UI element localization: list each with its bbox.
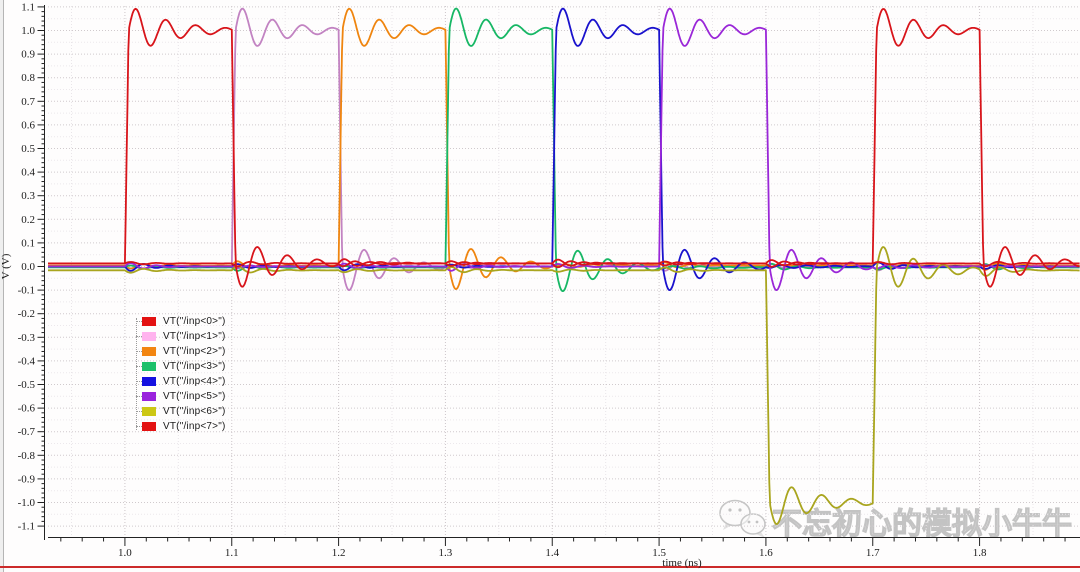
watermark-text: 不忘初心的模拟小牛牛 xyxy=(771,507,1072,541)
legend-item-label: VT("/inp<7>") xyxy=(163,421,226,432)
y-axis-label: V (V) xyxy=(0,253,12,279)
y-tick-label: -0.4 xyxy=(18,355,36,367)
y-tick-label: -0.6 xyxy=(18,403,36,415)
trace-inp7[interactable] xyxy=(48,8,1080,288)
x-tick-label: 1.0 xyxy=(118,547,132,559)
y-tick-label: -0.7 xyxy=(18,426,36,438)
x-tick-label: 1.3 xyxy=(439,547,453,559)
legend-tree-stub xyxy=(136,336,142,337)
watermark: 不忘初心的模拟小牛牛 xyxy=(716,496,1073,542)
legend-item-inp7[interactable]: VT("/inp<7>") xyxy=(130,419,226,434)
legend-swatch xyxy=(142,407,156,416)
legend-swatch xyxy=(142,317,156,326)
window-bottom-border xyxy=(0,566,1080,568)
y-tick-label: -1.0 xyxy=(18,497,36,509)
legend-item-inp3[interactable]: VT("/inp<3>") xyxy=(130,359,226,374)
legend-item-inp6[interactable]: VT("/inp<6>") xyxy=(130,404,226,419)
watermark-logo-icon xyxy=(719,499,766,538)
legend-item-inp5[interactable]: VT("/inp<5>") xyxy=(130,389,226,404)
legend-swatch xyxy=(142,392,156,401)
y-tick-label: 0.2 xyxy=(21,214,35,226)
legend-tree-stub xyxy=(136,396,142,397)
legend-tree-line xyxy=(136,318,137,430)
y-tick-label: -0.3 xyxy=(18,332,36,344)
legend-item-label: VT("/inp<2>") xyxy=(163,346,226,357)
y-tick-label: 1.0 xyxy=(21,25,35,37)
trace-inp0[interactable] xyxy=(48,8,1080,288)
window-left-strip xyxy=(0,0,3,572)
trace-inp6[interactable] xyxy=(48,246,1080,525)
y-tick-label: -0.9 xyxy=(18,473,36,485)
y-tick-label: 1.1 xyxy=(21,1,35,13)
y-tick-label: -1.1 xyxy=(18,521,35,533)
x-tick-label: 1.1 xyxy=(225,547,239,559)
y-tick-label: -0.5 xyxy=(18,379,36,391)
legend-swatch xyxy=(142,332,156,341)
legend-tree-stub xyxy=(136,426,142,427)
legend-item-label: VT("/inp<0>") xyxy=(163,316,226,327)
y-tick-label: -0.2 xyxy=(18,308,35,320)
y-axis-ruler[interactable]: 1.1 1.0 0.9 0.8 0.7 0.6 0.5 0.4 0.3 0.2 0.1 0.0 -0.1… xyxy=(0,1,45,540)
legend-item-inp0[interactable]: VT("/inp<0>") xyxy=(130,314,226,329)
legend-swatch xyxy=(142,422,156,431)
legend-item-inp2[interactable]: VT("/inp<2>") xyxy=(130,344,226,359)
x-tick-label: 1.2 xyxy=(332,547,346,559)
trace-inp3[interactable] xyxy=(48,7,1080,292)
y-tick-label: -0.8 xyxy=(18,450,36,462)
y-tick-label: 0.4 xyxy=(21,167,35,179)
legend-tree-stub xyxy=(136,411,142,412)
legend-tree-stub xyxy=(136,366,142,367)
y-tick-label: 0.9 xyxy=(21,49,35,61)
window-left-border xyxy=(3,0,4,572)
x-tick-label: 1.6 xyxy=(759,547,773,559)
legend: VT("/inp<0>") VT("/inp<1>") VT("/inp<2>") V… xyxy=(130,314,226,434)
y-tick-label: 0.5 xyxy=(21,143,35,155)
legend-item-label: VT("/inp<5>") xyxy=(163,391,226,402)
trace-inp5[interactable] xyxy=(48,7,1080,291)
y-tick-label: 0.0 xyxy=(21,261,35,273)
x-tick-label: 1.8 xyxy=(973,547,987,559)
y-tick-label: 0.7 xyxy=(21,96,35,108)
y-tick-label: 0.8 xyxy=(21,72,35,84)
legend-tree-stub xyxy=(136,351,142,352)
x-tick-label: 1.5 xyxy=(652,547,666,559)
x-axis-ruler[interactable]: 1.0 1.1 1.2 1.3 1.4 1.5 1.6 1.7 1.8 time (ns) xyxy=(48,537,1080,570)
y-tick-label: 0.1 xyxy=(21,237,35,249)
x-tick-label: 1.4 xyxy=(545,547,559,559)
x-tick-label: 1.7 xyxy=(866,547,880,559)
legend-swatch xyxy=(142,347,156,356)
legend-item-inp4[interactable]: VT("/inp<4>") xyxy=(130,374,226,389)
legend-item-inp1[interactable]: VT("/inp<1>") xyxy=(130,329,226,344)
legend-item-label: VT("/inp<4>") xyxy=(163,376,226,387)
trace-inp1[interactable] xyxy=(48,7,1080,291)
legend-item-label: VT("/inp<3>") xyxy=(163,361,226,372)
x-axis-label: time (ns) xyxy=(662,557,702,569)
legend-swatch xyxy=(142,377,156,386)
y-tick-label: 0.3 xyxy=(21,190,35,202)
legend-tree-stub xyxy=(136,381,142,382)
legend-swatch xyxy=(142,362,156,371)
legend-item-label: VT("/inp<1>") xyxy=(163,331,226,342)
legend-item-label: VT("/inp<6>") xyxy=(163,406,226,417)
trace-inp4[interactable] xyxy=(48,7,1080,291)
y-tick-label: -0.1 xyxy=(18,285,35,297)
grid xyxy=(48,6,1080,538)
legend-tree-stub xyxy=(136,321,142,322)
y-tick-label: 0.6 xyxy=(21,119,35,131)
